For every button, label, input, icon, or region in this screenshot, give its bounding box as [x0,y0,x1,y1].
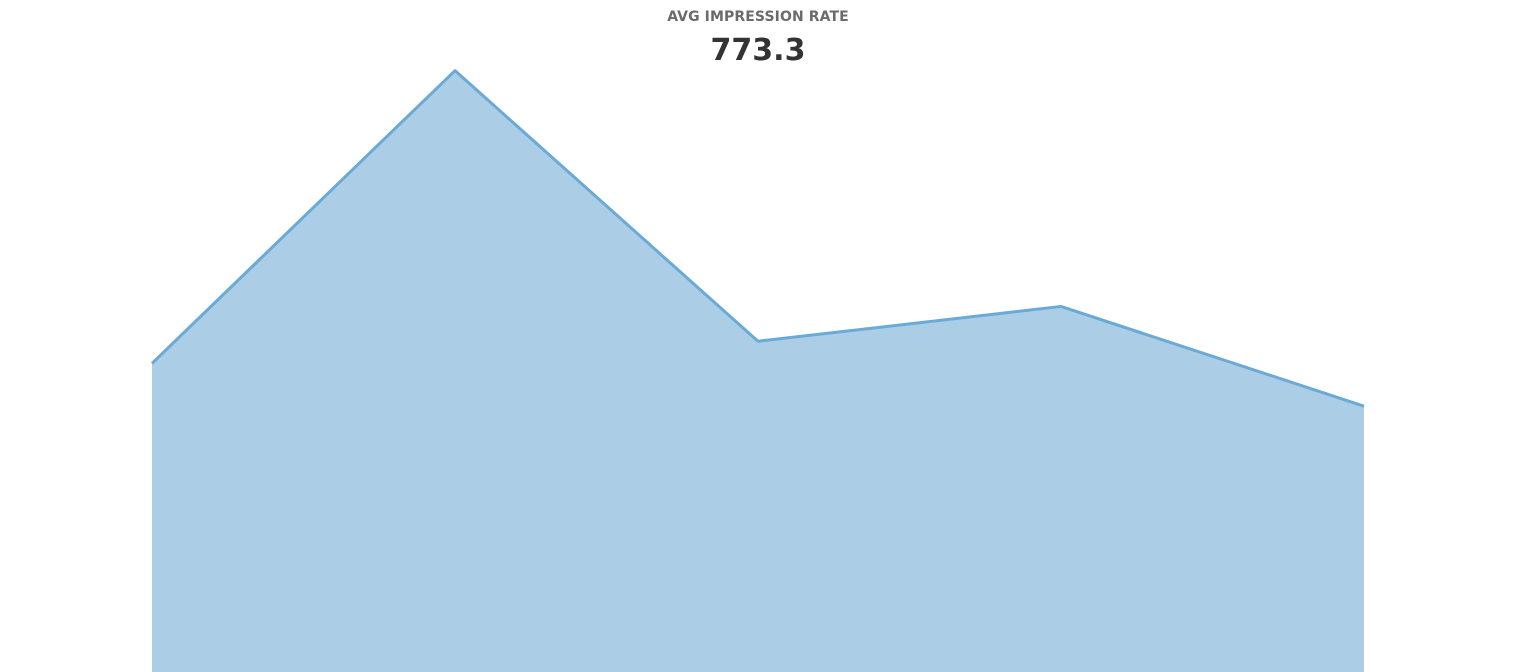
area-fill [152,70,1364,672]
series-line [150,69,1365,408]
metric-label: AVG IMPRESSION RATE [667,9,849,25]
metric-value: 773.3 [710,33,806,68]
